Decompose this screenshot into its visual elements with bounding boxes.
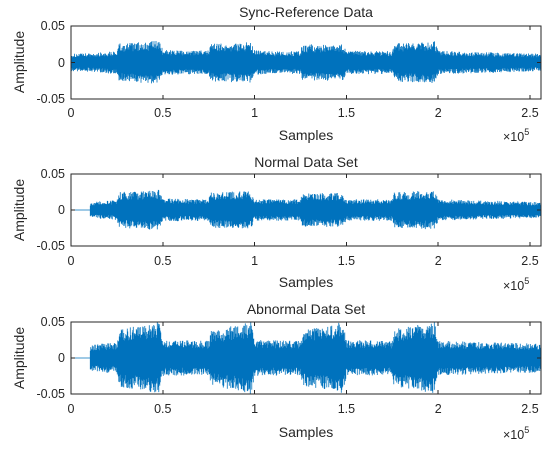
ticks <box>70 25 541 100</box>
x-tick-label: 2 <box>435 254 442 268</box>
x-tick-label: 2 <box>435 106 442 120</box>
x-axis-multiplier: ×105 <box>503 276 529 293</box>
x-axis-multiplier: ×105 <box>503 425 529 442</box>
chart-title: Sync-Reference Data <box>239 4 373 20</box>
x-tick-label: 2.5 <box>521 402 538 416</box>
y-tick-label: -0.05 <box>37 92 66 106</box>
x-tick-label: 2.5 <box>521 106 538 120</box>
subplot-normal: Normal Data Set 0.05 0 -0.05 0 0.5 1 1.5… <box>11 154 542 293</box>
chart-title: Abnormal Data Set <box>247 301 365 317</box>
signal-trace <box>71 322 542 394</box>
x-tick-label: 0.5 <box>154 254 171 268</box>
subplot-sync-reference: Sync-Reference Data 0.05 0 -0.05 0 0.5 1… <box>11 4 542 144</box>
y-axis-label: Amplitude <box>11 179 27 241</box>
y-tick-label: 0.05 <box>41 315 65 329</box>
ticks <box>70 173 541 247</box>
plot-area <box>70 25 542 100</box>
subplot-abnormal: Abnormal Data Set 0.05 0 -0.05 0 0.5 1 1… <box>11 301 542 442</box>
y-axis-label: Amplitude <box>11 327 27 389</box>
x-tick-label: 2.5 <box>521 254 538 268</box>
x-tick-label: 1.5 <box>338 402 355 416</box>
y-tick-label: 0 <box>58 203 65 217</box>
y-tick-label: 0 <box>58 56 65 70</box>
x-axis-multiplier: ×105 <box>503 127 529 144</box>
signal-series <box>71 189 542 230</box>
signal-series <box>71 322 542 394</box>
y-tick-label: -0.05 <box>37 239 66 253</box>
x-tick-label: 1 <box>251 106 258 120</box>
signal-trace <box>71 189 542 230</box>
ticks <box>70 321 541 395</box>
x-tick-label: 2 <box>435 402 442 416</box>
x-tick-label: 0 <box>68 106 75 120</box>
y-tick-label: 0.05 <box>41 19 65 33</box>
x-axis-label: Samples <box>279 424 333 440</box>
plot-area <box>70 321 542 395</box>
plot-area <box>70 173 542 247</box>
x-tick-label: 1 <box>251 402 258 416</box>
x-tick-label: 1.5 <box>338 106 355 120</box>
x-tick-label: 0 <box>68 402 75 416</box>
x-axis-label: Samples <box>279 127 333 143</box>
x-tick-label: 0.5 <box>154 402 171 416</box>
x-tick-label: 1 <box>251 254 258 268</box>
y-tick-label: -0.05 <box>37 387 66 401</box>
chart-title: Normal Data Set <box>254 154 358 170</box>
y-tick-label: 0 <box>58 351 65 365</box>
x-tick-label: 1.5 <box>338 254 355 268</box>
y-tick-label: 0.05 <box>41 167 65 181</box>
x-axis-label: Samples <box>279 274 333 290</box>
y-axis-label: Amplitude <box>11 31 27 93</box>
x-tick-label: 0.5 <box>154 106 171 120</box>
x-tick-label: 0 <box>68 254 75 268</box>
